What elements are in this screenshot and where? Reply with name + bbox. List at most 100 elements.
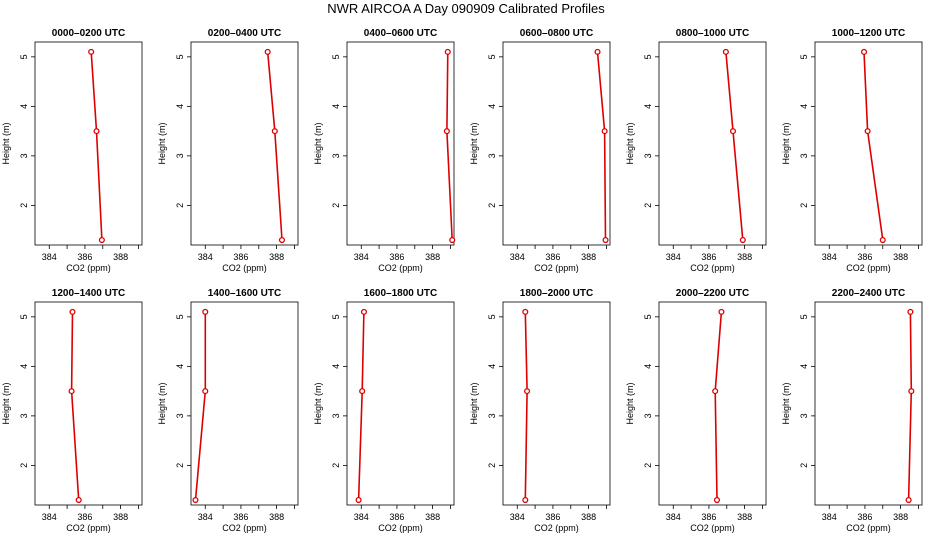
- y-tick-label: 5: [643, 314, 653, 319]
- y-tick-label: 2: [175, 463, 185, 468]
- data-point: [905, 496, 912, 504]
- data-point: [722, 48, 729, 55]
- data-point: [739, 236, 746, 244]
- x-axis-label: CO2 (ppm): [378, 263, 423, 273]
- y-axis-label: Height (m): [781, 122, 791, 164]
- x-tick-label: 384: [198, 512, 213, 522]
- data-point: [864, 128, 871, 135]
- y-tick-label: 5: [487, 314, 497, 319]
- y-tick-label: 3: [331, 153, 341, 158]
- profile-panel: 0800–1000 UTC 384 386 388 2 3 4 5 CO2 (ppm) Heigh…: [625, 28, 767, 273]
- x-tick-label: 386: [233, 512, 248, 522]
- panel-title: 2200–2400 UTC: [832, 288, 905, 299]
- y-tick-label: 2: [799, 203, 809, 208]
- data-point: [729, 128, 737, 135]
- y-tick-label: 5: [19, 314, 29, 319]
- plot-frame: [346, 301, 455, 506]
- data-point: [264, 48, 271, 55]
- data-point: [355, 496, 362, 504]
- x-tick-label: 384: [510, 512, 525, 522]
- y-tick-label: 2: [487, 203, 497, 208]
- x-tick-label: 388: [425, 252, 440, 262]
- y-tick-label: 5: [19, 54, 29, 59]
- y-axis-label: Height (m): [1, 122, 11, 164]
- data-point: [271, 128, 278, 135]
- y-tick-label: 5: [331, 314, 341, 319]
- x-tick-label: 384: [354, 252, 369, 262]
- y-tick-label: 3: [487, 153, 497, 158]
- profile-line: [725, 51, 744, 241]
- y-tick-label: 3: [175, 413, 185, 418]
- y-tick-label: 3: [487, 413, 497, 418]
- data-point: [443, 128, 450, 135]
- x-tick-label: 388: [113, 512, 128, 522]
- data-point: [879, 236, 886, 244]
- panel-title: 1200–1400 UTC: [52, 288, 125, 299]
- panel-title: 1800–2000 UTC: [520, 288, 593, 299]
- y-tick-label: 2: [19, 463, 29, 468]
- data-point: [202, 388, 209, 395]
- x-tick-label: 388: [893, 252, 908, 262]
- x-tick-label: 386: [389, 512, 404, 522]
- data-point: [594, 48, 601, 55]
- y-tick-label: 5: [799, 54, 809, 59]
- y-tick-label: 2: [487, 463, 497, 468]
- y-tick-label: 4: [331, 104, 341, 109]
- y-axis-label: Height (m): [313, 122, 323, 164]
- x-tick-label: 386: [77, 252, 92, 262]
- y-tick-label: 2: [331, 203, 341, 208]
- x-tick-label: 384: [822, 512, 837, 522]
- panel-title: 1000–1200 UTC: [832, 28, 905, 39]
- profile-panel: 0000–0200 UTC 384 386 388 2 3 4 5 CO2 (ppm) Heigh…: [1, 28, 143, 273]
- x-axis-label: CO2 (ppm): [66, 263, 111, 273]
- y-tick-label: 4: [175, 364, 185, 369]
- data-point: [713, 496, 721, 504]
- data-point: [712, 388, 719, 395]
- y-tick-label: 3: [19, 413, 29, 418]
- y-axis-label: Height (m): [469, 382, 479, 424]
- panel-title: 0000–0200 UTC: [52, 28, 125, 39]
- data-point: [192, 496, 199, 504]
- y-tick-label: 4: [175, 104, 185, 109]
- y-axis-label: Height (m): [1, 382, 11, 424]
- y-axis-label: Height (m): [625, 122, 635, 164]
- panel-title: 0800–1000 UTC: [676, 28, 749, 39]
- x-tick-label: 388: [737, 252, 752, 262]
- data-point: [202, 308, 209, 315]
- plot-frame: [502, 301, 611, 506]
- data-point: [522, 496, 529, 504]
- y-tick-label: 4: [799, 104, 809, 109]
- x-tick-label: 386: [545, 512, 560, 522]
- x-tick-label: 386: [857, 512, 872, 522]
- plot-frame: [814, 301, 923, 506]
- data-point: [449, 236, 456, 244]
- data-point: [602, 236, 609, 244]
- profile-panel: 2000–2200 UTC 384 386 388 2 3 4 5 CO2 (ppm) Heigh…: [625, 288, 767, 533]
- x-tick-label: 388: [113, 252, 128, 262]
- x-axis-label: CO2 (ppm): [534, 523, 579, 533]
- x-axis-label: CO2 (ppm): [690, 523, 735, 533]
- y-tick-label: 4: [487, 364, 497, 369]
- y-tick-label: 5: [487, 54, 497, 59]
- y-tick-label: 3: [643, 153, 653, 158]
- y-tick-label: 4: [799, 364, 809, 369]
- x-axis-label: CO2 (ppm): [846, 263, 891, 273]
- x-tick-label: 388: [581, 512, 596, 522]
- y-tick-label: 4: [643, 364, 653, 369]
- panel-title: 1400–1600 UTC: [208, 288, 281, 299]
- x-axis-label: CO2 (ppm): [534, 263, 579, 273]
- y-tick-label: 5: [175, 314, 185, 319]
- data-point: [908, 388, 915, 395]
- x-tick-label: 386: [233, 252, 248, 262]
- y-tick-label: 2: [799, 463, 809, 468]
- x-tick-label: 384: [42, 252, 57, 262]
- panel-title: 0600–0800 UTC: [520, 28, 593, 39]
- x-tick-label: 386: [77, 512, 92, 522]
- y-tick-label: 4: [19, 104, 29, 109]
- x-tick-label: 384: [42, 512, 57, 522]
- profile-panel: 0600–0800 UTC 384 386 388 2 3 4 5 CO2 (ppm) Heigh…: [469, 28, 611, 273]
- data-point: [718, 308, 725, 315]
- data-point: [444, 48, 451, 55]
- plot-frame: [34, 301, 143, 506]
